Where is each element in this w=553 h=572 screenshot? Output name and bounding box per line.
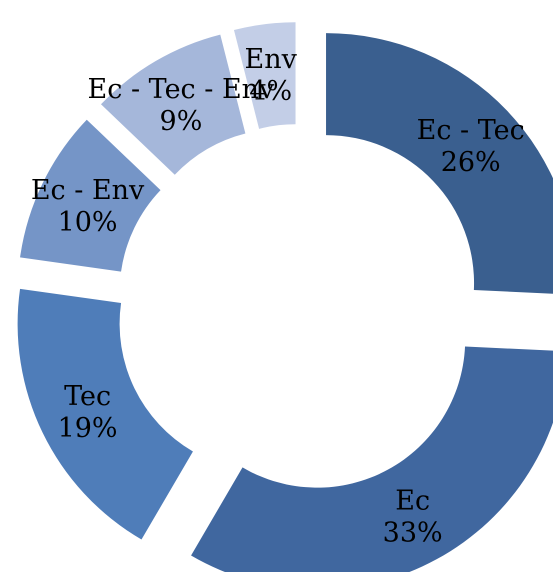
slice-value-ec-env: 10%	[58, 207, 118, 238]
slice-ec-tec-env	[100, 34, 246, 175]
slice-ec-tec	[326, 33, 553, 294]
slices-group	[17, 22, 553, 572]
slice-category-env: Env	[245, 44, 298, 75]
slice-ec-env	[20, 119, 161, 272]
slice-value-env: 4%	[249, 76, 292, 107]
slice-label-ec-env: Ec - Env 10%	[31, 175, 145, 238]
slice-value-tec: 19%	[58, 413, 118, 444]
slice-category-ec-env: Ec - Env	[31, 175, 145, 206]
slice-label-ec-tec: Ec - Tec 26%	[417, 115, 525, 178]
slice-label-env: Env 4%	[245, 44, 298, 107]
slice-label-ec: Ec 33%	[383, 485, 443, 548]
slice-tec	[17, 288, 193, 540]
labels-group: Ec - Tec 26% Ec 33% Tec 19% Ec - Env 10% Ec - Te…	[31, 44, 525, 549]
slice-category-ec: Ec	[395, 485, 430, 516]
slice-label-ec-tec-env: Ec - Tec - Env 9%	[88, 74, 276, 137]
slice-env	[233, 22, 296, 129]
slice-category-tec: Tec	[64, 381, 111, 412]
slice-value-ec-tec-env: 9%	[160, 106, 203, 137]
slice-category-ec-tec: Ec - Tec	[417, 115, 525, 146]
slice-value-ec-tec: 26%	[441, 147, 501, 178]
slice-ec	[191, 346, 553, 572]
slice-category-ec-tec-env: Ec - Tec - Env	[88, 74, 276, 105]
slice-label-tec: Tec 19%	[58, 381, 118, 444]
slice-value-ec: 33%	[383, 517, 443, 548]
